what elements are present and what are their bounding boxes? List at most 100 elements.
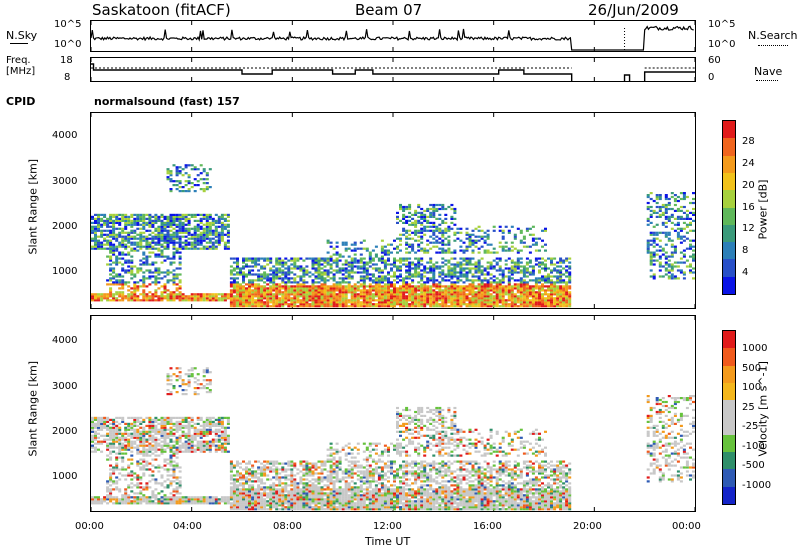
velocity-heatmap-cell bbox=[148, 498, 152, 501]
power-heatmap-cell bbox=[202, 227, 206, 230]
velocity-heatmap-cell bbox=[133, 416, 137, 419]
power-heatmap-cell bbox=[371, 297, 375, 300]
power-heatmap-cell bbox=[435, 203, 439, 207]
power-heatmap-cell bbox=[254, 273, 258, 276]
power-heatmap-cell bbox=[248, 287, 251, 290]
power-heatmap-cell bbox=[142, 295, 146, 298]
velocity-heatmap-cell bbox=[115, 416, 119, 419]
power-heatmap-cell bbox=[323, 261, 327, 264]
power-heatmap-cell bbox=[208, 293, 212, 296]
power-heatmap-cell bbox=[510, 277, 514, 280]
power-heatmap-cell bbox=[166, 247, 170, 250]
power-heatmap-cell bbox=[317, 303, 321, 306]
power-heatmap-cell bbox=[196, 237, 200, 240]
velocity-heatmap-cell bbox=[145, 468, 149, 471]
velocity-heatmap-cell bbox=[163, 428, 167, 431]
power-heatmap-cell bbox=[199, 213, 203, 216]
power-heatmap-cell bbox=[160, 255, 164, 258]
power-heatmap-cell bbox=[649, 269, 653, 272]
power-heatmap-cell bbox=[190, 293, 194, 296]
power-heatmap-cell bbox=[160, 221, 164, 224]
power-heatmap-cell bbox=[112, 245, 116, 248]
power-heatmap-cell bbox=[435, 209, 439, 212]
power-heatmap-cell bbox=[133, 291, 137, 294]
power-heatmap-cell bbox=[97, 225, 100, 228]
velocity-heatmap-cell bbox=[175, 466, 179, 469]
power-heatmap-cell bbox=[350, 265, 354, 268]
power-heatmap-cell bbox=[682, 211, 686, 214]
velocity-heatmap-cell bbox=[154, 444, 158, 447]
velocity-heatmap-cell bbox=[169, 416, 173, 419]
nsky-label: N.Sky bbox=[6, 29, 38, 42]
power-heatmap-cell bbox=[685, 259, 689, 262]
power-heatmap-cell bbox=[538, 289, 541, 292]
power-heatmap-cell bbox=[692, 255, 695, 258]
power-heatmap-cell bbox=[498, 299, 502, 302]
power-heatmap-cell bbox=[220, 239, 224, 242]
power-heatmap-cell bbox=[229, 269, 233, 272]
velocity-heatmap-cell bbox=[178, 492, 182, 495]
velocity-heatmap-cell bbox=[142, 464, 146, 467]
power-heatmap-cell bbox=[504, 285, 508, 288]
power-heatmap-cell bbox=[462, 269, 466, 272]
power-heatmap-cell bbox=[658, 249, 662, 252]
power-heatmap-cell bbox=[426, 281, 430, 284]
velocity-heatmap-cell bbox=[106, 494, 110, 497]
velocity-heatmap-cell bbox=[202, 444, 206, 447]
power-heatmap-cell bbox=[236, 271, 239, 274]
power-heatmap-cell bbox=[426, 251, 430, 254]
power-heatmap-cell bbox=[163, 227, 167, 230]
power-heatmap-cell bbox=[130, 297, 134, 300]
power-heatmap-cell bbox=[160, 225, 164, 228]
power-heatmap-cell bbox=[405, 301, 409, 304]
power-heatmap-cell bbox=[257, 301, 261, 304]
power-heatmap-cell bbox=[163, 235, 167, 238]
power-heatmap-cell bbox=[269, 305, 273, 308]
power-heatmap-cell bbox=[172, 273, 176, 276]
velocity-heatmap-cell bbox=[187, 440, 191, 443]
power-heatmap-cell bbox=[438, 237, 442, 240]
power-heatmap-cell bbox=[562, 297, 566, 300]
power-heatmap-cell bbox=[281, 279, 285, 282]
power-heatmap-cell bbox=[94, 237, 97, 240]
velocity-heatmap-cell bbox=[139, 432, 143, 435]
power-heatmap-cell bbox=[296, 275, 300, 278]
power-heatmap-cell bbox=[556, 269, 560, 272]
power-heatmap-cell bbox=[202, 239, 206, 242]
power-heatmap-cell bbox=[664, 235, 668, 238]
power-heatmap-cell bbox=[248, 305, 251, 308]
power-heatmap-cell bbox=[217, 239, 221, 242]
power-heatmap-cell bbox=[474, 291, 478, 294]
power-heatmap-cell bbox=[568, 277, 572, 280]
power-heatmap-cell bbox=[377, 283, 381, 286]
power-heatmap-cell bbox=[344, 287, 348, 290]
power-heatmap-cell bbox=[103, 237, 107, 240]
power-heatmap-cell bbox=[169, 225, 173, 228]
velocity-heatmap-cell bbox=[94, 416, 97, 419]
power-heatmap-cell bbox=[172, 213, 176, 216]
power-heatmap-cell bbox=[559, 305, 563, 308]
power-heatmap-cell bbox=[513, 285, 517, 288]
power-heatmap-cell bbox=[208, 231, 212, 234]
power-heatmap-cell bbox=[519, 249, 523, 252]
power-heatmap-cell bbox=[332, 305, 336, 308]
power-heatmap-cell bbox=[263, 287, 267, 290]
power-heatmap-cell bbox=[559, 293, 563, 296]
power-heatmap-cell bbox=[423, 227, 427, 230]
power-heatmap-cell bbox=[471, 267, 475, 270]
power-heatmap-cell bbox=[335, 297, 339, 300]
power-heatmap-cell bbox=[293, 289, 297, 292]
power-heatmap-cell bbox=[495, 305, 499, 308]
power-heatmap-cell bbox=[498, 283, 502, 286]
power-heatmap-cell bbox=[335, 253, 339, 256]
power-heatmap-cell bbox=[483, 287, 487, 290]
power-heatmap-cell bbox=[266, 283, 270, 286]
power-heatmap-cell bbox=[350, 275, 354, 278]
power-heatmap-cell bbox=[492, 281, 496, 284]
power-heatmap-cell bbox=[178, 247, 182, 250]
velocity-heatmap-cell bbox=[157, 500, 161, 503]
power-heatmap-cell bbox=[550, 271, 553, 274]
power-heatmap-cell bbox=[667, 217, 671, 220]
power-heatmap-cell bbox=[350, 301, 354, 304]
power-heatmap-cell bbox=[344, 295, 348, 298]
